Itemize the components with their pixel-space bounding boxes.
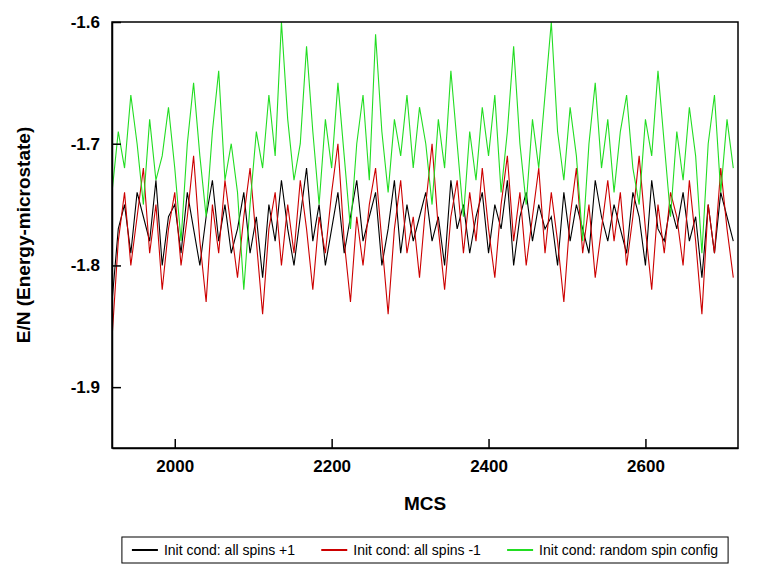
plot-frame <box>112 22 738 448</box>
y-tick-label: -1.6 <box>71 13 100 32</box>
y-tick: -1.9 <box>71 378 121 397</box>
legend-swatch <box>132 549 158 551</box>
x-axis-title: MCS <box>404 493 446 514</box>
plot-area <box>112 22 733 338</box>
legend-swatch <box>321 549 347 551</box>
y-tick-mark <box>112 22 121 24</box>
x-tick: 2600 <box>627 439 665 476</box>
y-tick-label: -1.7 <box>71 135 100 154</box>
legend-entry: Init cond: all spins -1 <box>321 542 481 558</box>
x-tick-label: 2000 <box>156 457 194 476</box>
y-tick: -1.8 <box>71 256 121 275</box>
legend-entry: Init cond: random spin config <box>507 542 718 558</box>
series-line <box>112 22 733 290</box>
legend-label: Init cond: random spin config <box>539 542 718 558</box>
x-tick: 2400 <box>470 439 508 476</box>
y-tick-label: -1.9 <box>71 378 100 397</box>
y-axis-title: E/N (Energy-microstate) <box>13 127 34 343</box>
x-axis: 2000 2200 2400 2600 <box>113 439 739 476</box>
x-tick-label: 2200 <box>313 457 351 476</box>
chart: 2000 2200 2400 2600 -1.9 -1.8 -1.7 -1.6 MCS E/N (… <box>0 0 768 581</box>
y-tick: -1.7 <box>71 135 121 154</box>
legend-label: Init cond: all spins -1 <box>353 542 481 558</box>
x-tick-label: 2400 <box>470 457 508 476</box>
x-tick-mark <box>645 439 647 448</box>
legend-entry: Init cond: all spins +1 <box>132 542 295 558</box>
x-tick: 2200 <box>313 439 351 476</box>
x-tick-label: 2600 <box>627 457 665 476</box>
legend: Init cond: all spins +1 Init cond: all sp… <box>122 537 728 563</box>
x-tick-mark <box>175 439 177 448</box>
y-tick-mark <box>112 143 121 145</box>
legend-label: Init cond: all spins +1 <box>164 542 295 558</box>
x-axis-line <box>113 448 739 450</box>
x-tick: 2000 <box>156 439 194 476</box>
y-tick: -1.6 <box>71 13 121 32</box>
y-axis: -1.9 -1.8 -1.7 -1.6 <box>71 13 121 449</box>
legend-box <box>122 537 728 563</box>
y-axis-line <box>112 23 114 449</box>
x-tick-mark <box>331 439 333 448</box>
x-tick-mark <box>488 439 490 448</box>
chart-container: 2000 2200 2400 2600 -1.9 -1.8 -1.7 -1.6 MCS E/N (… <box>0 0 768 581</box>
y-tick-label: -1.8 <box>71 256 100 275</box>
y-tick-mark <box>112 387 121 389</box>
y-tick-mark <box>112 265 121 267</box>
background <box>0 0 768 581</box>
series-line <box>112 144 733 339</box>
legend-swatch <box>507 549 533 551</box>
